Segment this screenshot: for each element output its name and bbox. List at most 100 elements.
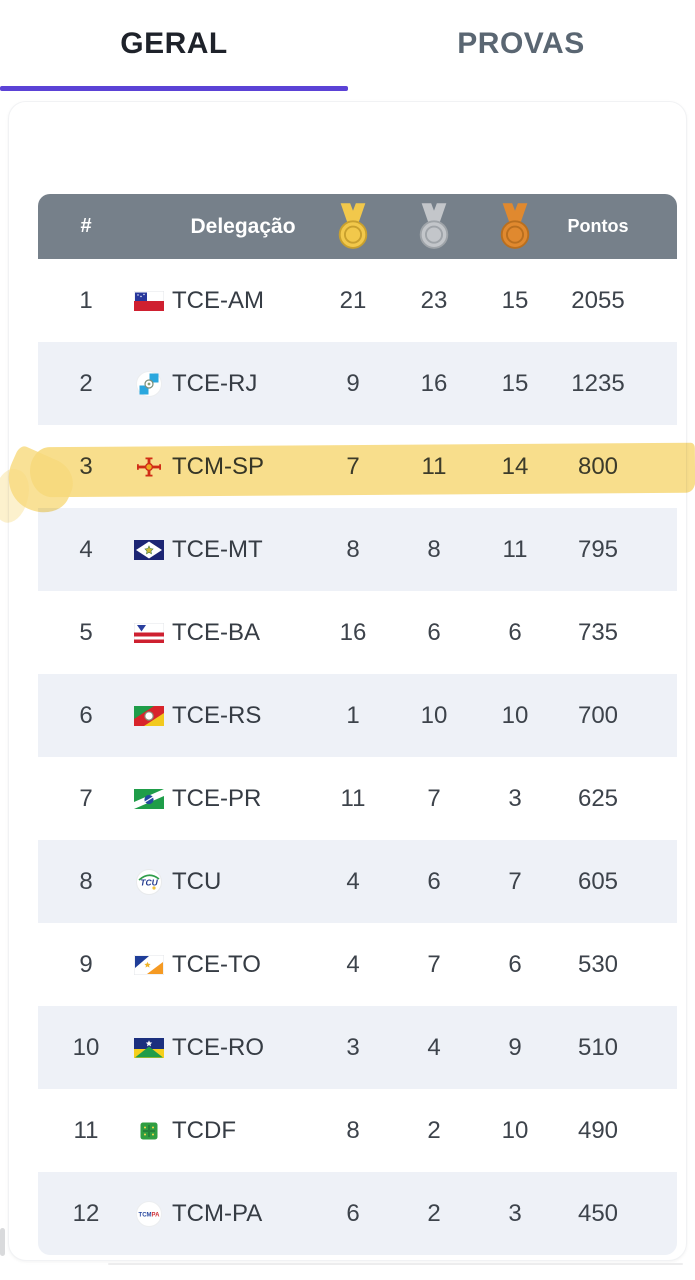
bronze-medal-icon bbox=[500, 202, 530, 249]
gold-count: 6 bbox=[310, 1172, 396, 1255]
rank-cell: 11 bbox=[73, 1116, 99, 1144]
header-silver bbox=[396, 194, 472, 259]
table-row: 11 TCDF 8 2 10 490 bbox=[38, 1089, 677, 1172]
svg-text:TCU: TCU bbox=[140, 877, 158, 887]
delegation-name: TCE-BA bbox=[172, 618, 261, 646]
table-row: 10 TCE-RO 3 4 9 510 bbox=[38, 1006, 677, 1089]
rank-cell: 5 bbox=[79, 618, 93, 646]
points-cell: 735 bbox=[577, 618, 619, 646]
bronze-count: 6 bbox=[508, 618, 522, 646]
rank-cell: 6 bbox=[38, 674, 134, 757]
silver-count: 2 bbox=[427, 1116, 441, 1144]
gold-count: 11 bbox=[340, 784, 366, 812]
delegation-name: TCU bbox=[172, 867, 222, 895]
gold-medal-icon bbox=[338, 202, 368, 249]
rank-cell: 8 bbox=[38, 840, 134, 923]
silver-count: 8 bbox=[396, 508, 472, 591]
points-cell: 510 bbox=[558, 1006, 677, 1089]
points-cell: 2055 bbox=[571, 286, 625, 314]
delegation-name: TCM-PA bbox=[172, 1199, 263, 1227]
rank-cell: 2 bbox=[38, 342, 134, 425]
gold-count: 4 bbox=[346, 950, 360, 978]
rank-cell: 10 bbox=[38, 1006, 134, 1089]
flag-tce-pr bbox=[134, 788, 164, 809]
flag-tce-rs bbox=[134, 705, 164, 726]
bronze-count: 10 bbox=[472, 674, 558, 757]
delegation-cell: TCE-MT bbox=[134, 536, 310, 564]
gold-count: 4 bbox=[310, 840, 396, 923]
flag-tce-mt bbox=[134, 539, 164, 560]
flag-tcm-sp bbox=[134, 455, 164, 478]
header-gold bbox=[310, 194, 396, 259]
bronze-count: 3 bbox=[508, 784, 522, 812]
delegation-cell: TCE-BA bbox=[134, 619, 310, 647]
silver-count: 6 bbox=[427, 618, 441, 646]
header-rank: # bbox=[38, 194, 134, 259]
flag-tce-am bbox=[134, 290, 164, 311]
delegation-name: TCE-RS bbox=[172, 701, 262, 729]
table-row: 6 TCE-RS 1 10 10 700 bbox=[38, 674, 677, 757]
tab-geral[interactable]: GERAL bbox=[0, 0, 348, 88]
gold-count: 16 bbox=[339, 618, 367, 646]
flag-tce-rj bbox=[134, 370, 164, 397]
delegation-name: TCE-PR bbox=[172, 784, 262, 812]
standings-table: # Delegação bbox=[38, 194, 677, 1255]
flag-tce-ro bbox=[134, 1037, 164, 1058]
table-row: 5 TCE-BA 16 6 6 735 bbox=[38, 591, 677, 674]
table-row: 9 TCE-TO 4 7 6 530 bbox=[38, 923, 677, 1006]
table-row-highlighted: 3 TCM-SP 7 11 14 800 bbox=[38, 425, 677, 508]
bronze-count: 6 bbox=[508, 950, 522, 978]
delegation-name: TCM-SP bbox=[172, 452, 264, 480]
header-points: Pontos bbox=[558, 194, 677, 259]
flag-tce-to bbox=[134, 954, 164, 975]
points-cell: 795 bbox=[558, 508, 677, 591]
silver-count: 7 bbox=[427, 950, 441, 978]
active-tab-indicator bbox=[0, 86, 348, 91]
table-row: 12 TCMPA TCM-PA 6 2 3 450 bbox=[38, 1172, 677, 1255]
bronze-count: 3 bbox=[472, 1172, 558, 1255]
silver-count: 6 bbox=[396, 840, 472, 923]
silver-count: 11 bbox=[421, 452, 447, 480]
table-row: 8 TCU TCU 4 6 7 605 bbox=[38, 840, 677, 923]
bronze-count: 11 bbox=[472, 508, 558, 591]
silver-count: 10 bbox=[396, 674, 472, 757]
bronze-count: 15 bbox=[472, 342, 558, 425]
delegation-name: TCE-RO bbox=[172, 1033, 264, 1061]
points-cell: 1235 bbox=[558, 342, 677, 425]
gold-count: 8 bbox=[310, 508, 396, 591]
delegation-cell: TCE-PR bbox=[134, 785, 310, 813]
tab-bar: GERAL PROVAS bbox=[0, 0, 695, 92]
tab-provas-label: PROVAS bbox=[457, 27, 585, 60]
gold-count: 21 bbox=[339, 286, 367, 314]
delegation-cell: TCE-AM bbox=[134, 287, 310, 315]
silver-medal-icon bbox=[419, 202, 449, 249]
silver-count: 16 bbox=[396, 342, 472, 425]
delegation-cell: TCM-SP bbox=[134, 453, 310, 481]
delegation-cell: TCMPA TCM-PA bbox=[134, 1200, 310, 1228]
gold-count: 3 bbox=[310, 1006, 396, 1089]
bronze-count: 7 bbox=[472, 840, 558, 923]
delegation-name: TCE-TO bbox=[172, 950, 261, 978]
header-bronze bbox=[472, 194, 558, 259]
delegation-cell: TCU TCU bbox=[134, 868, 310, 896]
gold-count: 8 bbox=[346, 1116, 360, 1144]
bronze-count: 15 bbox=[501, 286, 529, 314]
delegation-name: TCDF bbox=[172, 1116, 236, 1144]
silver-count: 7 bbox=[427, 784, 441, 812]
rank-cell: 1 bbox=[79, 286, 93, 314]
delegation-name: TCE-AM bbox=[172, 286, 264, 314]
table-row: 4 TCE-MT 8 8 11 795 bbox=[38, 508, 677, 591]
rank-cell: 4 bbox=[38, 508, 134, 591]
tab-provas[interactable]: PROVAS bbox=[347, 0, 695, 88]
rank-cell: 3 bbox=[79, 452, 93, 480]
points-cell: 625 bbox=[577, 784, 619, 812]
delegation-cell: TCDF bbox=[134, 1117, 310, 1145]
points-cell: 450 bbox=[558, 1172, 677, 1255]
flag-tce-ba bbox=[134, 622, 164, 643]
bronze-count: 14 bbox=[501, 452, 529, 480]
points-cell: 490 bbox=[577, 1116, 619, 1144]
flag-tcdf bbox=[134, 1121, 164, 1141]
bronze-count: 10 bbox=[501, 1116, 529, 1144]
delegation-cell: TCE-RS bbox=[134, 702, 310, 730]
logo-tcm-pa: TCMPA bbox=[134, 1200, 164, 1227]
